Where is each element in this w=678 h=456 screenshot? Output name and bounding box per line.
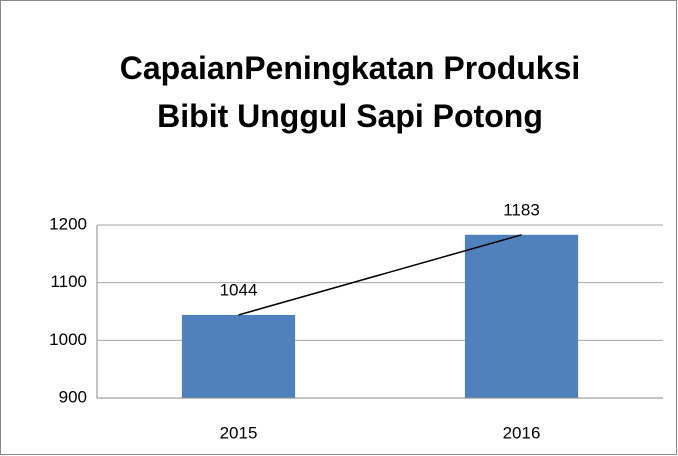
data-label: 1183 xyxy=(503,200,540,219)
bar xyxy=(464,234,579,398)
y-tick-label: 1000 xyxy=(49,330,87,349)
x-tick-label: 2015 xyxy=(220,423,258,442)
data-label: 1044 xyxy=(220,280,258,299)
y-tick-label: 1100 xyxy=(50,272,87,291)
y-tick-label: 900 xyxy=(59,387,87,406)
y-tick-label: 1200 xyxy=(49,214,87,233)
trend-line xyxy=(238,234,522,316)
bar xyxy=(181,314,296,398)
chart-title: CapaianPeningkatan Produksi Bibit Unggul… xyxy=(119,50,581,134)
x-tick-label: 2016 xyxy=(503,423,541,442)
